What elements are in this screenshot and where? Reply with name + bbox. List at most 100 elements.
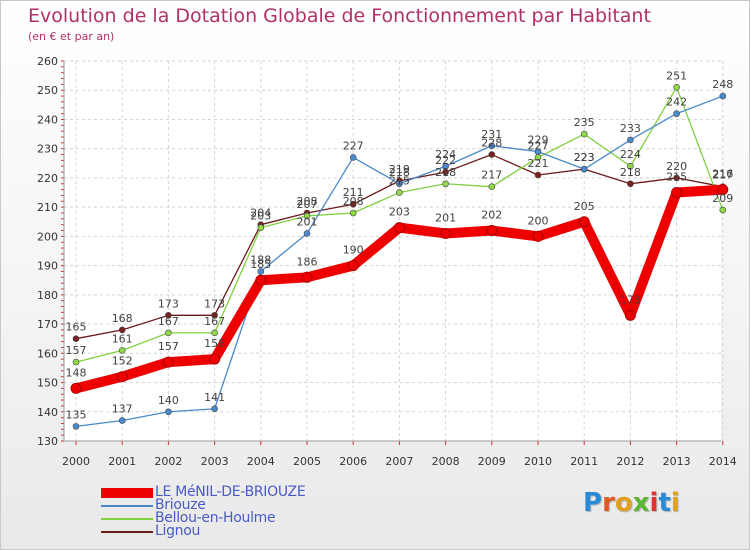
x-tick-label: 2003 bbox=[201, 455, 229, 468]
chart-subtitle: (en € et par an) bbox=[28, 30, 115, 43]
data-point bbox=[624, 309, 636, 321]
data-label: 185 bbox=[250, 258, 271, 271]
y-tick-label: 250 bbox=[37, 84, 58, 97]
x-tick-label: 2005 bbox=[293, 455, 321, 468]
x-tick-label: 2009 bbox=[478, 455, 506, 468]
data-label: 165 bbox=[66, 321, 87, 334]
data-point bbox=[211, 405, 218, 413]
axis-layer: 130 140 150 160 170 180 190 200 210 220 230 240 250 2… bbox=[37, 55, 737, 468]
data-label: 141 bbox=[204, 391, 225, 404]
data-point bbox=[627, 136, 634, 144]
data-point bbox=[719, 92, 727, 100]
data-point bbox=[627, 162, 634, 170]
data-label: 137 bbox=[112, 403, 133, 416]
data-point bbox=[70, 382, 82, 394]
data-point bbox=[303, 230, 311, 237]
legend-label: LE MéNIL-DE-BRIOUZE bbox=[155, 484, 306, 500]
x-tick-label: 2012 bbox=[616, 455, 644, 468]
data-point bbox=[255, 274, 267, 286]
x-tick-label: 2014 bbox=[709, 455, 737, 468]
data-point bbox=[580, 130, 588, 138]
data-label: 205 bbox=[574, 200, 595, 213]
x-tick-label: 2000 bbox=[62, 455, 90, 468]
data-point bbox=[211, 312, 218, 319]
legend-swatch bbox=[101, 531, 153, 533]
data-label: 157 bbox=[158, 340, 179, 353]
y-tick-label: 260 bbox=[37, 55, 58, 68]
data-point bbox=[118, 326, 126, 334]
data-point bbox=[349, 209, 357, 217]
data-point bbox=[165, 329, 172, 337]
data-label: 200 bbox=[528, 214, 549, 227]
data-label: 148 bbox=[66, 366, 87, 379]
data-label: 224 bbox=[435, 148, 456, 161]
y-tick-label: 240 bbox=[37, 113, 58, 126]
data-label: 208 bbox=[343, 195, 364, 208]
data-label: 188 bbox=[250, 253, 271, 266]
y-tick-label: 220 bbox=[37, 172, 58, 185]
y-tick-label: 230 bbox=[37, 143, 58, 156]
y-tick-label: 150 bbox=[37, 377, 58, 390]
logo-letter: t bbox=[658, 488, 671, 518]
x-tick-label: 2006 bbox=[339, 455, 367, 468]
y-tick-label: 210 bbox=[37, 201, 58, 214]
data-label: 168 bbox=[112, 312, 133, 325]
logo-letter: i bbox=[649, 488, 659, 518]
series-layer bbox=[70, 84, 729, 430]
data-label: 173 bbox=[158, 297, 179, 310]
data-label: 222 bbox=[435, 154, 456, 167]
data-label: 224 bbox=[620, 148, 641, 161]
series-briouze bbox=[72, 92, 727, 430]
data-point bbox=[442, 180, 449, 188]
x-tick-label: 2013 bbox=[663, 455, 691, 468]
data-label: 227 bbox=[343, 139, 364, 152]
data-label: 223 bbox=[574, 151, 595, 164]
legend-swatch bbox=[101, 505, 153, 507]
data-label: 221 bbox=[528, 157, 549, 170]
data-point bbox=[396, 189, 403, 196]
data-label: 201 bbox=[297, 215, 318, 228]
data-point bbox=[72, 358, 80, 366]
data-label: 158 bbox=[204, 337, 225, 350]
data-label: 235 bbox=[574, 116, 595, 129]
y-tick-label: 180 bbox=[37, 289, 58, 302]
data-label: 228 bbox=[481, 137, 502, 150]
data-label: 231 bbox=[481, 128, 502, 141]
data-label: 173 bbox=[204, 297, 225, 310]
data-point bbox=[673, 84, 680, 91]
data-label: 140 bbox=[158, 394, 179, 407]
data-label: 208 bbox=[297, 195, 318, 208]
data-label: 242 bbox=[666, 96, 687, 109]
data-point bbox=[627, 180, 634, 188]
data-label: 161 bbox=[112, 332, 133, 345]
legend-swatch bbox=[101, 488, 153, 498]
data-label: 215 bbox=[666, 171, 687, 184]
data-point bbox=[532, 230, 544, 242]
series-bellou-en-houlme bbox=[72, 84, 727, 366]
x-tick-label: 2001 bbox=[108, 455, 136, 468]
y-tick-label: 160 bbox=[37, 347, 58, 360]
data-point bbox=[673, 174, 680, 182]
data-label: 216 bbox=[712, 168, 733, 181]
x-tick-label: 2008 bbox=[432, 455, 460, 468]
data-point bbox=[349, 154, 357, 161]
legend-label: Briouze bbox=[155, 497, 206, 513]
data-label: 157 bbox=[66, 344, 87, 357]
data-point bbox=[72, 423, 80, 430]
data-label: 229 bbox=[528, 134, 549, 147]
logo-letter: P bbox=[583, 488, 603, 518]
data-point bbox=[488, 183, 496, 190]
data-label: 248 bbox=[712, 78, 733, 91]
logo-letter: o bbox=[614, 488, 633, 518]
x-tick-label: 2007 bbox=[385, 455, 413, 468]
data-label: 218 bbox=[435, 166, 456, 179]
data-label: 217 bbox=[712, 169, 733, 182]
data-point bbox=[534, 148, 542, 155]
data-label: 152 bbox=[112, 355, 133, 368]
data-point bbox=[488, 142, 496, 150]
proxiti-logo: Proxiti bbox=[583, 488, 680, 518]
data-point bbox=[719, 206, 727, 214]
data-label: 190 bbox=[343, 244, 364, 257]
